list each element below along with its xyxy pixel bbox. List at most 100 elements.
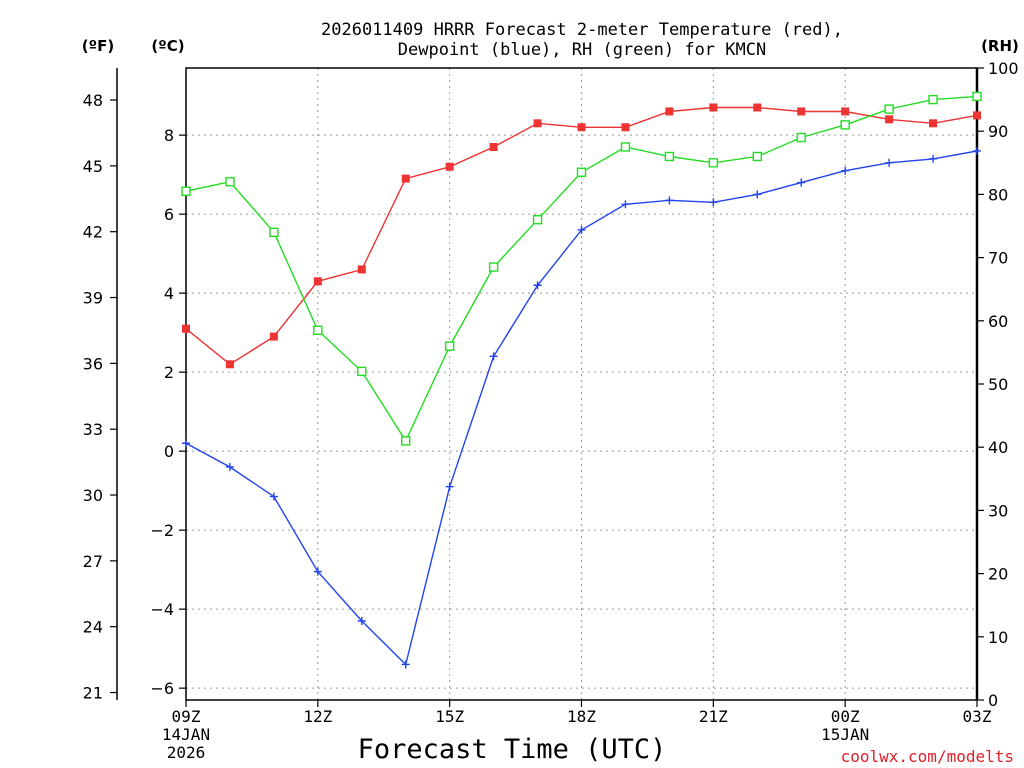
rh-data-point [620,142,631,152]
grid-lines [186,68,977,700]
rh-tick-label: 80 [988,185,1008,204]
rh-axis-unit: (RH) [981,37,1019,55]
temperature-data-point [753,103,762,112]
dewpoint-data-point [533,281,542,290]
fahrenheit-tick-label: 33 [83,420,103,439]
x-axis-title: Forecast Time (UTC) [358,734,667,765]
fahrenheit-tick-label: 48 [83,91,103,110]
temperature-data-point [973,111,981,120]
temperature-data-point [841,107,850,116]
rh-data-point [752,151,762,162]
temperature-data-point [445,162,454,171]
rh-series-line [185,95,978,443]
tick-labels: −6−4−20246821242730333639424548010203040… [83,59,1019,762]
temperature-data-point [577,123,586,132]
rh-data-point [225,177,235,187]
plot-frame [185,67,978,701]
dewpoint-data-point [313,567,322,576]
dewpoint-data-point [269,492,278,501]
rh-data-point [401,436,411,446]
rh-data-point [840,120,850,130]
dewpoint-data-point [182,439,190,448]
x-tick-label: 21Z [699,707,728,726]
temperature-data-point [929,119,938,128]
x-tick-date-label: 15JAN [821,725,869,744]
dewpoint-data-point [753,190,762,199]
celsius-tick-label: 0 [164,442,174,461]
fahrenheit-axis-unit: (ºF) [82,37,114,55]
rh-tick-label: 50 [988,375,1008,394]
celsius-tick-label: −2 [150,521,174,540]
dewpoint-data-point [401,660,410,669]
fahrenheit-tick-label: 45 [83,157,103,176]
rh-data-point [181,186,191,196]
rh-tick-label: 40 [988,438,1008,457]
credit-watermark: coolwx.com/modelts [841,747,1014,766]
dewpoint-data-point [709,198,718,207]
celsius-tick-label: 2 [164,363,174,382]
dewpoint-data-point [841,166,850,175]
dewpoint-data-point [973,146,981,155]
temperature-data-point [665,107,674,116]
x-tick-label: 12Z [303,707,332,726]
chart-title-line-2: Dewpoint (blue), RH (green) for KMCN [398,40,766,60]
fahrenheit-tick-label: 36 [83,354,103,373]
rh-data-point [269,227,279,238]
temperature-data-point [885,115,894,124]
temperature-data-point [621,123,630,132]
temperature-data-point [401,174,410,183]
rh-data-point [708,158,719,168]
rh-data-point [444,341,455,351]
x-tick-label: 15Z [435,707,464,726]
fahrenheit-tick-label: 42 [83,223,103,242]
chart-title: 2026011409 HRRR Forecast 2-meter Tempera… [321,20,843,60]
rh-tick-label: 10 [988,628,1008,647]
dewpoint-data-point [621,200,630,209]
temperature-data-point [489,143,498,151]
x-tick-label: 09Z [172,707,201,726]
rh-tick-label: 30 [988,501,1008,520]
dewpoint-data-point [797,178,806,187]
celsius-tick-label: 8 [164,126,174,145]
rh-data-point [796,132,806,143]
rh-data-point [884,104,894,114]
rh-data-point [664,151,675,162]
temperature-data-point [313,277,322,286]
celsius-tick-label: −4 [150,600,174,619]
temperature-data-point [709,103,718,112]
dewpoint-data-point [885,158,894,167]
dewpoint-data-point [929,154,938,163]
temperature-data-point [533,119,542,128]
dewpoint-data-point [489,352,498,361]
fahrenheit-tick-label: 39 [83,289,103,308]
dewpoint-data-point [225,462,234,471]
axes [110,67,984,707]
celsius-tick-label: 4 [164,284,174,303]
temperature-data-point [225,360,234,369]
dewpoint-data-point [577,225,586,234]
x-tick-label: 18Z [567,707,596,726]
temperature-data-point [182,324,190,333]
temperature-data-point [797,107,806,116]
rh-tick-label: 60 [988,312,1008,331]
dewpoint-data-point [445,482,454,491]
rh-data-point [576,167,587,177]
x-tick-date-label: 14JAN [162,725,210,744]
x-tick-date-label: 2026 [167,743,206,762]
dewpoint-data-point [357,617,366,625]
rh-tick-label: 70 [988,249,1008,268]
rh-tick-label: 20 [988,565,1008,584]
rh-data-point [972,91,982,102]
x-tick-label: 00Z [831,707,860,726]
rh-tick-label: 90 [988,122,1008,141]
x-tick-label: 03Z [963,707,992,726]
rh-data-point [928,94,938,105]
celsius-tick-label: −6 [150,679,174,698]
rh-tick-label: 0 [988,691,998,710]
fahrenheit-tick-label: 21 [83,684,103,703]
fahrenheit-tick-label: 27 [83,552,103,571]
rh-data-point [357,366,367,377]
temperature-data-point [269,332,278,341]
fahrenheit-tick-label: 24 [83,618,103,637]
